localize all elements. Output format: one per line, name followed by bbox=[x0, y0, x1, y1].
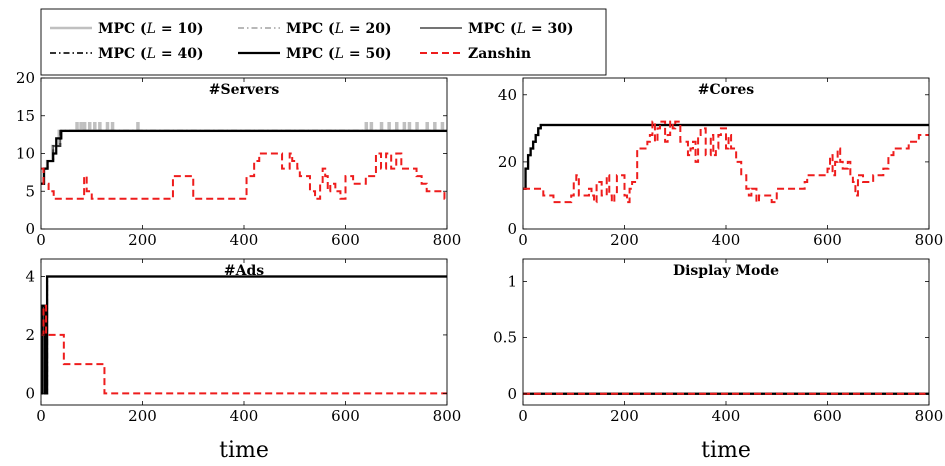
x-axis-label: time bbox=[219, 438, 269, 463]
panel-cores: 0 200 400 600 800 0 20 40 #Cores bbox=[498, 77, 944, 249]
y-tick-label: 40 bbox=[498, 86, 517, 104]
y-tick-label: 15 bbox=[16, 107, 35, 125]
legend-label: MPC (L = 30) bbox=[468, 21, 574, 37]
legend-entry-zanshin: Zanshin bbox=[420, 46, 531, 62]
y-tick-label: 0 bbox=[507, 385, 517, 403]
x-tick-label: 800 bbox=[433, 407, 462, 425]
series-group bbox=[41, 122, 447, 200]
y-tick-label: 0 bbox=[25, 384, 35, 402]
legend-entry-mpc-l-50: MPC (L = 50) bbox=[238, 46, 392, 62]
x-tick-label: 600 bbox=[331, 407, 360, 425]
y-tick-label: 0 bbox=[507, 220, 517, 238]
panel-display-mode: 0 200 400 600 800 0 0.5 1 Display Mode time bbox=[493, 258, 944, 463]
legend-label: MPC (L = 50) bbox=[286, 46, 392, 62]
y-tick-label: 20 bbox=[498, 153, 517, 171]
legend: MPC (L = 10) MPC (L = 20) MPC (L = 30) MPC … bbox=[40, 8, 607, 76]
plot-frame bbox=[522, 77, 930, 230]
series-group bbox=[523, 120, 929, 204]
series-group bbox=[41, 275, 447, 395]
legend-box bbox=[40, 8, 607, 76]
x-tick-label: 200 bbox=[128, 231, 157, 249]
y-tick-label: 1 bbox=[507, 272, 517, 290]
series-mpc-l-50 bbox=[41, 275, 447, 395]
x-tick-label: 0 bbox=[36, 407, 46, 425]
x-axis-label: time bbox=[701, 438, 751, 463]
x-tick-label: 600 bbox=[813, 231, 842, 249]
panel-title: #Ads bbox=[224, 263, 264, 279]
legend-label: MPC (L = 20) bbox=[286, 21, 392, 37]
series-mpc-l-20 bbox=[41, 275, 447, 395]
x-tick-label: 400 bbox=[712, 407, 741, 425]
legend-entry-mpc-l-40: MPC (L = 40) bbox=[50, 46, 204, 62]
series-zanshin bbox=[41, 304, 447, 395]
series-zanshin bbox=[523, 120, 929, 204]
plot-frame bbox=[522, 258, 930, 406]
x-tick-label: 800 bbox=[915, 231, 944, 249]
series-mpc-l-40 bbox=[41, 275, 447, 395]
x-tick-label: 400 bbox=[712, 231, 741, 249]
y-tick-label: 5 bbox=[25, 182, 35, 200]
x-tick-label: 800 bbox=[433, 231, 462, 249]
x-tick-label: 200 bbox=[128, 407, 157, 425]
x-tick-label: 200 bbox=[610, 231, 639, 249]
y-tick-label: 20 bbox=[16, 69, 35, 87]
x-tick-label: 200 bbox=[610, 407, 639, 425]
series-mpc-l-10 bbox=[41, 275, 447, 395]
legend-entry-mpc-l-10: MPC (L = 10) bbox=[50, 21, 204, 37]
x-tick-label: 400 bbox=[230, 231, 259, 249]
x-tick-label: 0 bbox=[518, 231, 528, 249]
x-tick-label: 800 bbox=[915, 407, 944, 425]
x-tick-label: 0 bbox=[518, 407, 528, 425]
y-tick-label: 10 bbox=[16, 145, 35, 163]
plot-frame bbox=[40, 258, 448, 406]
legend-entry-mpc-l-30: MPC (L = 30) bbox=[420, 21, 574, 37]
legend-label: MPC (L = 10) bbox=[98, 21, 204, 37]
panel-title: #Servers bbox=[209, 82, 280, 98]
y-tick-label: 4 bbox=[25, 268, 35, 286]
series-mpc-l-30 bbox=[41, 275, 447, 395]
panel-title: #Cores bbox=[698, 82, 754, 98]
y-tick-label: 0 bbox=[25, 220, 35, 238]
panel-ads: 0 200 400 600 800 0 2 4 #Ads time bbox=[25, 258, 462, 463]
y-tick-label: 0.5 bbox=[493, 329, 517, 347]
series-zanshin bbox=[41, 152, 447, 200]
legend-entry-mpc-l-20: MPC (L = 20) bbox=[238, 21, 392, 37]
panel-servers: 0 200 400 600 800 0 5 10 15 20 #Servers bbox=[16, 69, 461, 249]
x-tick-label: 600 bbox=[813, 407, 842, 425]
legend-label: MPC (L = 40) bbox=[98, 46, 204, 62]
y-tick-label: 2 bbox=[25, 326, 35, 344]
series-mpc-l-50 bbox=[523, 123, 929, 190]
x-tick-label: 0 bbox=[36, 231, 46, 249]
x-tick-label: 600 bbox=[331, 231, 360, 249]
legend-label: Zanshin bbox=[468, 46, 531, 62]
panel-title: Display Mode bbox=[673, 263, 779, 279]
x-tick-label: 400 bbox=[230, 407, 259, 425]
